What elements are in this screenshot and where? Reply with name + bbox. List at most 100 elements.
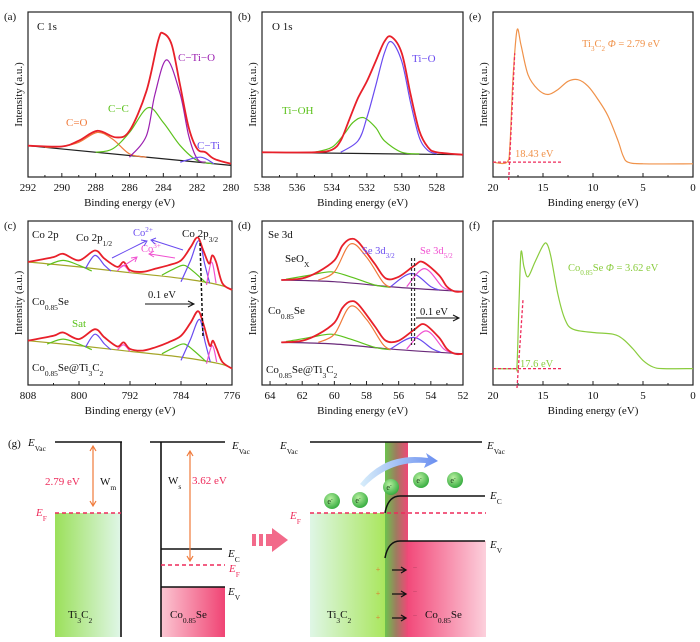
x-tick-label: 64 [265,390,277,402]
x-tick-label: 20 [488,390,500,402]
series-line-15 [27,310,233,370]
x-axis-label: Binding energy (eV) [317,405,408,417]
ti3c2-band [55,513,120,637]
x-tick-label: 10 [588,182,600,194]
valence-band-curve [384,540,485,559]
panel-e: (e) 20 15 10 5 0 Binding energy (eV) Intensity … [469,11,696,209]
x-tick-label: 800 [71,390,88,402]
x-tick-label: 0 [690,182,696,194]
x-tick-label: 20 [488,182,500,194]
panel-label: (d) [238,220,251,232]
series-line-1 [285,271,391,288]
field-arrow [392,614,408,622]
negative-charge: − [413,587,418,596]
x-tick-label: 62 [297,390,308,402]
diagram-label: Ti3C2 [327,609,351,625]
x-tick-label: 528 [429,182,446,194]
series-line-0 [27,261,233,291]
x-tick-label: 292 [20,182,37,194]
series-line-11 [116,344,131,352]
field-arrow [392,566,408,574]
annotation-label: Se 3d [268,229,293,241]
peak-shift-dashed-line [199,242,204,339]
electron-label: e- [416,476,422,485]
positive-charge: + [376,613,381,622]
diagram-label: EC [489,490,502,506]
electron-icon: e- [447,472,463,488]
series-line-2 [84,254,112,272]
x-axis-label: Binding energy (eV) [548,405,639,417]
depletion-region [385,442,408,637]
x-tick-label: 532 [359,182,376,194]
x-tick-label: 808 [20,390,37,402]
series-line-3 [390,272,440,291]
diagram-label: Co0.85Se [425,609,462,625]
series-line-5 [180,240,211,284]
x-tick-label: 288 [87,182,104,194]
annotation-label: C 1s [37,21,57,33]
series-line-13 [180,318,211,363]
annotation-label: Ti−O [412,53,436,65]
co3-arrow-right [148,250,176,259]
positive-charge: + [376,589,381,598]
series-line-4 [161,264,207,284]
series-line-0 [492,242,694,372]
onset-tangent-line [508,53,516,181]
diagram-label: EV [227,586,241,602]
annotation-label: Co0.85Se [268,305,305,321]
series-line-4 [180,156,215,165]
x-tick-label: 15 [538,182,550,194]
co085se-band [408,541,486,637]
series-line-14 [205,344,218,364]
electron-ball [324,493,340,509]
electron-icon: e- [324,493,340,509]
diagram-label: Wm [100,476,116,492]
x-tick-label: 5 [640,182,646,194]
series-line-1 [46,259,93,272]
y-axis-label: Intensity (a.u.) [247,270,259,335]
series-line-4 [406,267,451,291]
plot-frame [261,11,464,178]
x-tick-label: 290 [54,182,71,194]
series-line-8 [27,340,233,370]
negative-charge: − [413,611,418,620]
electron-ball [447,472,463,488]
series-line-9 [390,336,441,353]
annotation-label: C−Ti [197,140,220,152]
x-tick-label: 52 [458,390,469,402]
annotation-label: Co0.85Se [32,296,69,312]
co2-arrow-right [150,237,184,251]
diagram-label: EVac [231,440,251,456]
series-line-0 [281,279,464,293]
annotation-label: Ti3C2 Φ = 2.79 eV [582,39,661,53]
x-tick-label: 534 [324,182,341,194]
x-tick-label: 15 [538,390,550,402]
x-tick-label: 58 [361,390,373,402]
x-tick-label: 286 [121,182,138,194]
series-line-10 [84,333,112,351]
y-axis-label: Intensity (a.u.) [13,270,25,335]
y-axis-label: Intensity (a.u.) [478,62,490,127]
electron-ball [352,492,368,508]
series-line-2 [340,40,438,155]
diagram-label: EF [228,563,240,579]
panel-d: (d) 64 62 60 58 56 54 52 Binding energy (eV) Inte… [238,220,469,417]
annotation-label: Co0.85Se@Ti3C2 [266,364,338,380]
diagram-label: 2.79 eV [45,476,80,488]
annotation-label: Ti−OH [282,105,314,117]
x-tick-label: 282 [189,182,206,194]
panel-label: (b) [238,11,251,23]
panel-b: (b) 538 536 534 532 530 528 Binding energy (eV)… [238,11,464,209]
electron-label: e- [450,476,456,485]
panel-label: (c) [4,220,17,232]
x-tick-label: 284 [155,182,172,194]
annotation-label: C=O [66,117,88,129]
series-line-11 [281,300,464,356]
series-line-2 [318,242,391,288]
x-tick-label: 56 [393,390,405,402]
electron-label: e- [355,496,361,505]
diagram-label: EF [35,507,47,523]
panel-f: (f) 20 15 10 5 0 Binding energy (eV) Intensity … [469,220,696,417]
series-line-5 [281,237,464,293]
x-tick-label: 5 [640,390,646,402]
